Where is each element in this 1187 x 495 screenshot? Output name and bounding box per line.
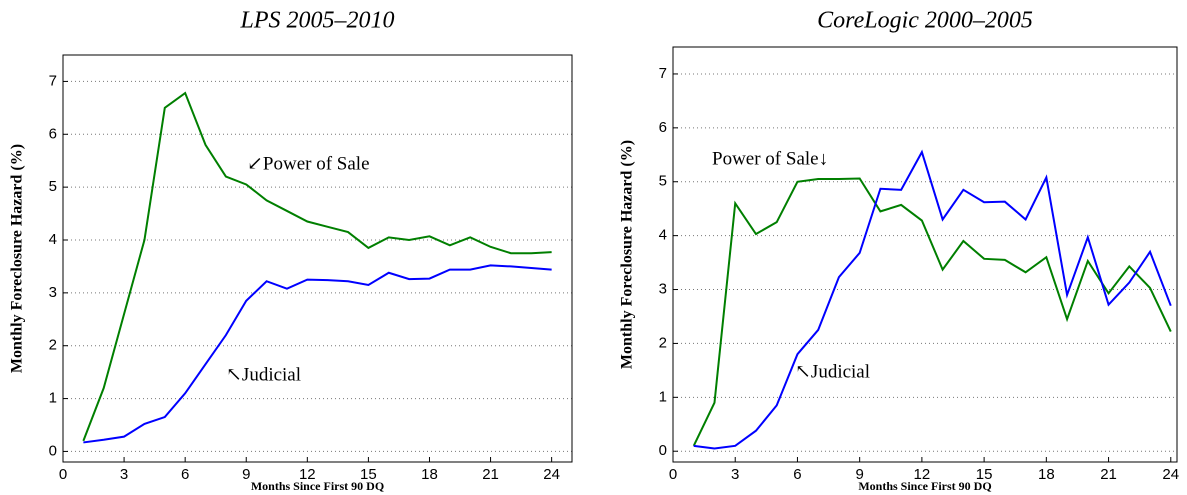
y-tick-label: 2 <box>659 334 667 351</box>
y-tick-label: 7 <box>49 72 57 89</box>
x-tick-label: 15 <box>360 466 377 483</box>
y-tick-label: 0 <box>659 442 667 459</box>
annotation: ↖Judicial <box>226 364 301 385</box>
plot-frame <box>62 54 573 463</box>
y-axis-label: Monthly Foreclosure Hazard (%) <box>9 144 26 373</box>
y-tick-label: 2 <box>49 337 57 354</box>
x-axis-label: Months Since First 90 DQ <box>858 479 991 493</box>
annotation: ↙Power of Sale <box>247 153 370 174</box>
x-tick-label: 6 <box>181 466 189 483</box>
y-tick-label: 6 <box>49 125 57 142</box>
y-tick-label: 5 <box>659 173 667 190</box>
x-tick-label: 21 <box>1100 466 1117 483</box>
series-line <box>83 264 552 444</box>
x-tick-label: 3 <box>731 466 739 483</box>
chart-title: CoreLogic 2000–2005 <box>817 8 1033 34</box>
y-tick-label: 0 <box>49 442 57 459</box>
x-tick-label: 0 <box>59 466 67 483</box>
annotation: ↖Judicial <box>795 361 870 382</box>
x-axis-label: Months Since First 90 DQ <box>251 479 384 493</box>
x-tick-label: 6 <box>793 466 801 483</box>
x-tick-label: 18 <box>421 466 438 483</box>
y-tick-label: 5 <box>49 178 57 195</box>
x-tick-label: 9 <box>855 466 863 483</box>
y-axis-label: Monthly Foreclosure Hazard (%) <box>619 140 636 369</box>
x-tick-label: 12 <box>299 466 316 483</box>
x-tick-label: 24 <box>543 466 560 483</box>
y-tick-label: 4 <box>49 231 57 248</box>
x-tick-label: 21 <box>482 466 499 483</box>
series-line <box>692 177 1172 447</box>
y-tick-label: 1 <box>49 390 57 407</box>
x-tick-label: 18 <box>1038 466 1055 483</box>
x-tick-label: 24 <box>1162 466 1179 483</box>
y-tick-label: 3 <box>49 284 57 301</box>
series-line <box>82 91 552 442</box>
plot-frame <box>672 46 1178 463</box>
x-tick-label: 0 <box>669 466 677 483</box>
y-tick-label: 7 <box>659 65 667 82</box>
annotation: Power of Sale↓ <box>712 148 828 169</box>
x-tick-label: 12 <box>914 466 931 483</box>
x-tick-label: 9 <box>242 466 250 483</box>
x-tick-label: 3 <box>120 466 128 483</box>
y-tick-label: 3 <box>659 281 667 298</box>
y-tick-label: 1 <box>659 388 667 405</box>
series-line <box>693 149 1172 450</box>
y-tick-label: 4 <box>659 227 667 244</box>
x-tick-label: 15 <box>976 466 993 483</box>
chart-title: LPS 2005–2010 <box>239 8 394 34</box>
y-tick-label: 6 <box>659 119 667 136</box>
